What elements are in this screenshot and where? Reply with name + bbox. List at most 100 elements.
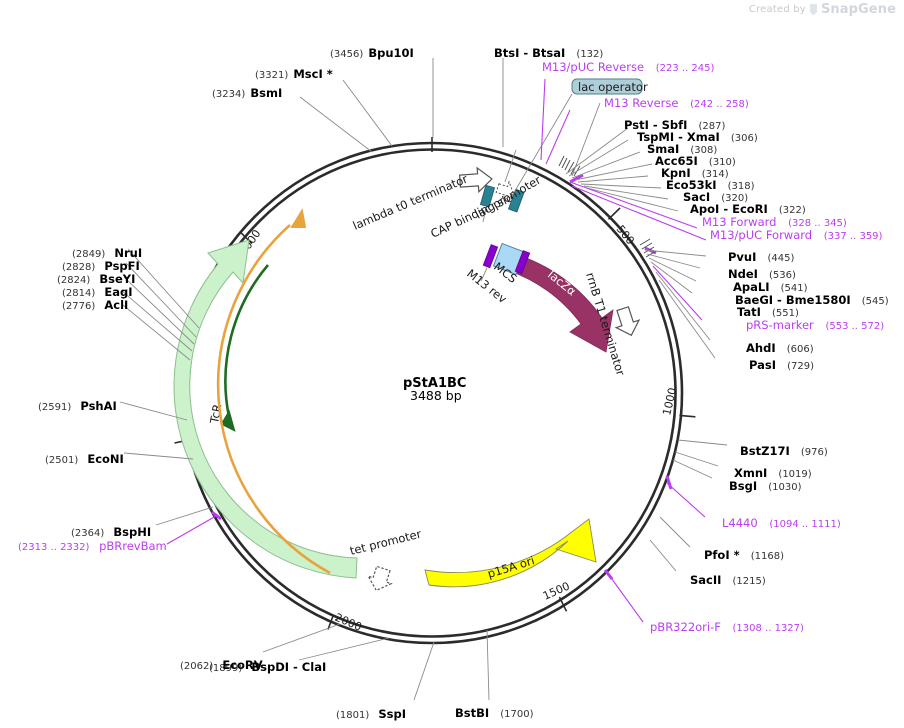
enzyme-position: (2062): [180, 661, 214, 672]
feature-p15a-ori[interactable]: p15A ori: [424, 518, 597, 588]
feature-tcr[interactable]: TcR: [173, 239, 358, 579]
enzyme-label-ahdi[interactable]: AhdI (606): [746, 339, 814, 355]
enzyme-name: NruI: [114, 246, 143, 260]
enzyme-position: (2828): [62, 262, 96, 273]
enzyme-position: (545): [861, 296, 889, 307]
enzyme-label-sacii[interactable]: SacII (1215): [690, 571, 766, 587]
enzyme-label-sspi[interactable]: (1801) SspI: [336, 705, 406, 721]
enzyme-label-psti[interactable]: PstI - SbfI (287): [624, 116, 725, 132]
enzyme-position: (606): [786, 344, 814, 355]
enzyme-label-pspfi[interactable]: (2828) PspFI: [62, 257, 140, 273]
enzyme-label-tati[interactable]: TatI (551): [737, 303, 799, 319]
enzyme-label-bstz17i[interactable]: BstZ17I (976): [740, 442, 828, 458]
enzyme-label-bpu10i[interactable]: (3456) Bpu10I: [330, 44, 414, 60]
primer-label-m13-reverse[interactable]: M13 Reverse (242 .. 258): [604, 97, 749, 110]
enzyme-label-pfoi[interactable]: PfoI * (1168): [704, 546, 784, 562]
primer-label-prs-marker[interactable]: pRS-marker (553 .. 572): [746, 318, 885, 332]
enzyme-label-ecorv[interactable]: (2062) EcoRV: [180, 656, 263, 672]
enzyme-name: Acc65I: [655, 154, 698, 168]
enzyme-label-acli[interactable]: (2776) AclI: [62, 296, 128, 312]
enzyme-name: PfoI *: [704, 548, 740, 562]
enzyme-name: SacI: [683, 190, 711, 204]
enzyme-name: ApaLI: [733, 280, 770, 294]
enzyme-position: (306): [730, 133, 758, 144]
enzyme-position: (1700): [500, 709, 534, 720]
primer-name: L4440: [722, 516, 758, 530]
enzyme-position: (1030): [768, 482, 802, 493]
enzyme-label-bsgi[interactable]: BsgI (1030): [729, 477, 801, 493]
enzyme-name: BstZ17I: [740, 444, 790, 458]
enzyme-label-bseyi[interactable]: (2824) BseYI: [57, 270, 135, 286]
enzyme-name: EcoNI: [87, 452, 124, 466]
feature-tet-promoter[interactable]: tet promoter: [348, 527, 423, 595]
enzyme-label-baegi[interactable]: BaeGI - Bme1580I (545): [735, 291, 889, 307]
enzyme-name: BsmI: [250, 86, 283, 100]
enzyme-name: PstI - SbfI: [624, 118, 688, 132]
enzyme-label-apoi[interactable]: ApoI - EcoRI (322): [690, 200, 806, 216]
enzyme-label-xmni[interactable]: XmnI (1019): [734, 464, 812, 480]
primer-label-m13-forward[interactable]: M13 Forward (328 .. 345): [702, 216, 847, 229]
enzyme-label-smai[interactable]: SmaI (308): [647, 140, 717, 156]
enzyme-label-acc65i[interactable]: Acc65I (310): [655, 152, 736, 168]
enzyme-name: MscI *: [293, 67, 333, 81]
feature-orange-arrow: [216, 208, 331, 575]
enzyme-name: SspI: [378, 707, 406, 721]
enzyme-label-econi[interactable]: (2501) EcoNI: [45, 450, 124, 466]
enzyme-label-msci[interactable]: (3321) MscI *: [255, 65, 333, 81]
enzyme-name: BstBI: [455, 706, 490, 720]
enzyme-name: KpnI: [661, 166, 691, 180]
enzyme-label-bspdi[interactable]: (1899) BspDI - ClaI: [209, 658, 326, 674]
enzyme-position: (976): [800, 447, 828, 458]
enzyme-position: (1899): [209, 663, 243, 674]
enzyme-label-eco53ki[interactable]: Eco53kI (318): [666, 176, 755, 192]
primer-name: pRS-marker: [746, 318, 814, 332]
enzyme-label-bsmi[interactable]: (3234) BsmI: [212, 84, 282, 100]
snapgene-logo-icon: [809, 3, 817, 16]
enzyme-label-ndei[interactable]: NdeI (536): [728, 265, 796, 281]
enzyme-position: (3321): [255, 70, 289, 81]
feature-label-tet-promoter: tet promoter: [348, 527, 423, 558]
watermark-brand: SnapGene: [820, 2, 896, 17]
primer-label-m13-puc-reverse[interactable]: M13/pUC Reverse (223 .. 245): [542, 61, 714, 74]
enzyme-name: BsgI: [729, 479, 758, 493]
enzyme-label-apali[interactable]: ApaLI (541): [733, 278, 807, 294]
primer-label-pbr322ori-f[interactable]: pBR322ori-F (1308 .. 1327): [650, 621, 804, 634]
leader-lines-right: [608, 249, 728, 623]
ruler-tick-1000: 1000: [660, 386, 696, 418]
watermark-prefix: Created by: [748, 4, 806, 15]
enzyme-position: (1168): [750, 551, 784, 562]
primer-label-l4440[interactable]: L4440 (1094 .. 1111): [722, 516, 841, 530]
leader-lines-bottom: [262, 623, 490, 701]
enzyme-label-btsi[interactable]: BtsI - BtsaI (132): [494, 44, 603, 60]
enzyme-label-bsphi[interactable]: (2364) BspHI: [71, 523, 151, 539]
enzyme-label-kpni[interactable]: KpnI (314): [661, 164, 729, 180]
enzyme-name: BspHI: [113, 525, 152, 539]
enzyme-name: SacII: [690, 573, 722, 587]
leader-lines-primers-top: [540, 78, 571, 165]
enzyme-label-nrui[interactable]: (2849) NruI: [72, 244, 142, 260]
enzyme-position: (551): [772, 308, 799, 319]
enzyme-label-saci[interactable]: SacI (320): [683, 188, 748, 204]
enzyme-position: (3234): [212, 89, 246, 100]
enzyme-position: (287): [698, 121, 726, 132]
enzyme-label-bstbi[interactable]: BstBI (1700): [455, 704, 534, 720]
feature-label-lac-operator: lac operator: [578, 80, 648, 94]
primer-name: M13/pUC Forward: [710, 228, 813, 242]
snapgene-watermark: Created by SnapGene: [749, 2, 896, 17]
ruler-tick-500: 500: [607, 207, 637, 247]
enzyme-label-pasi[interactable]: PasI (729): [749, 356, 814, 372]
primer-label-m13-puc-forward[interactable]: M13/pUC Forward (337 .. 359): [710, 228, 882, 242]
leader-lines-top-left: [299, 58, 434, 153]
enzyme-name: BtsI - BtsaI: [494, 46, 566, 60]
primer-label-pbrrevbam[interactable]: (2313 .. 2332) pBRrevBam: [18, 540, 167, 553]
enzyme-position: (2591): [38, 402, 72, 413]
enzyme-label-pvui[interactable]: PvuI (445): [728, 248, 794, 264]
enzyme-position: (314): [701, 169, 729, 180]
enzyme-position: (308): [690, 145, 718, 156]
enzyme-label-pshai[interactable]: (2591) PshAI: [38, 397, 117, 413]
enzyme-label-tspmi[interactable]: TspMI - XmaI (306): [637, 128, 758, 144]
primer-range: (553 .. 572): [825, 321, 885, 332]
enzyme-name: ApoI - EcoRI: [690, 202, 768, 216]
enzyme-label-eagi[interactable]: (2814) EagI: [62, 283, 133, 299]
